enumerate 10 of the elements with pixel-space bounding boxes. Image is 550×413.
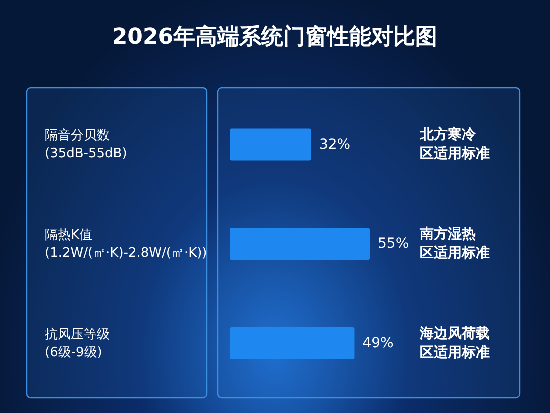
y2-tick-label: 北方寒冷区适用标准 (419, 126, 490, 162)
chart-title: 2026年高端系统门窗性能对比图 (111, 24, 439, 52)
y-tick-label: 抗风压等级 (6级-9级) (45, 326, 110, 360)
data-label: 32% (319, 136, 351, 153)
y-tick-label: 隔音分贝数 (35dB-55dB) (45, 128, 128, 162)
y2-tick-label: 南方湿热区适用标准 (419, 226, 490, 262)
y2-tick-label: 海边风荷载区适用标准 (419, 326, 490, 361)
y-tick-label: 隔热K值 (1.2W/(㎡·K)-2.8W/(㎡·K)) (45, 228, 208, 260)
data-label: 49% (362, 335, 394, 352)
data-label: 55% (378, 236, 410, 252)
